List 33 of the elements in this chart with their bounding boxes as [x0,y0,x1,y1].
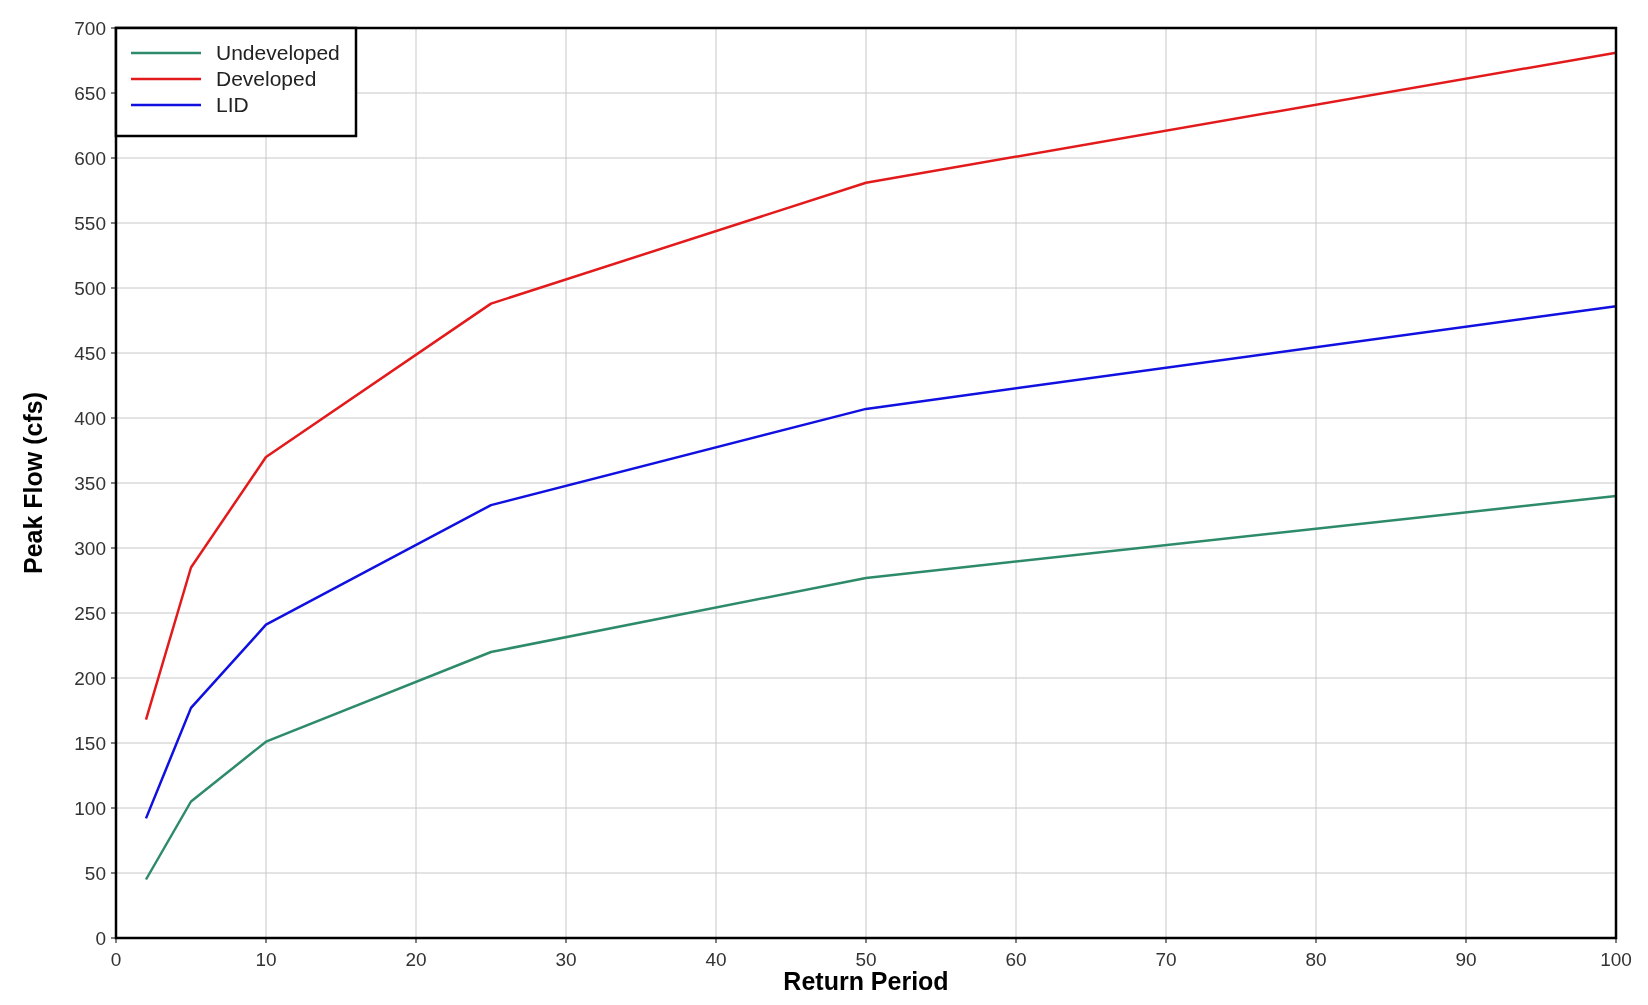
x-tick-label: 70 [1155,949,1177,970]
x-tick-label: 30 [555,949,577,970]
x-tick-label: 60 [1005,949,1027,970]
y-tick-label: 550 [74,212,106,234]
y-tick-label: 450 [74,342,106,364]
legend-label: Developed [216,67,317,91]
y-tick-label: 250 [74,602,106,624]
y-tick-label: 600 [74,147,106,169]
y-tick-label: 0 [95,927,106,949]
legend-label: LID [216,93,249,117]
y-tick-label: 150 [74,732,106,754]
y-tick-label: 700 [74,17,106,39]
legend-label: Undeveloped [216,41,340,65]
y-tick-label: 200 [74,667,106,689]
x-tick-label: 80 [1305,949,1327,970]
x-tick-label: 90 [1455,949,1477,970]
x-tick-label: 20 [405,949,427,970]
line-series [144,304,1618,820]
y-tick-label: 300 [74,537,106,559]
y-tick-label: 100 [74,797,106,819]
x-axis-title: Return Period [783,967,949,995]
x-tick-label: 50 [855,949,877,970]
x-tick-label: 40 [705,949,727,970]
y-tick-label: 350 [74,472,106,494]
y-tick-label: 50 [84,862,106,884]
y-axis-title: Peak Flow (cfs) [19,392,47,574]
x-tick-label: 100 [1600,949,1632,970]
x-tick-label: 10 [255,949,277,970]
y-tick-label: 500 [74,277,106,299]
line-series [144,494,1618,881]
y-tick-label: 650 [74,82,106,104]
y-tick-label: 400 [74,407,106,429]
x-tick-label: 0 [110,949,122,970]
